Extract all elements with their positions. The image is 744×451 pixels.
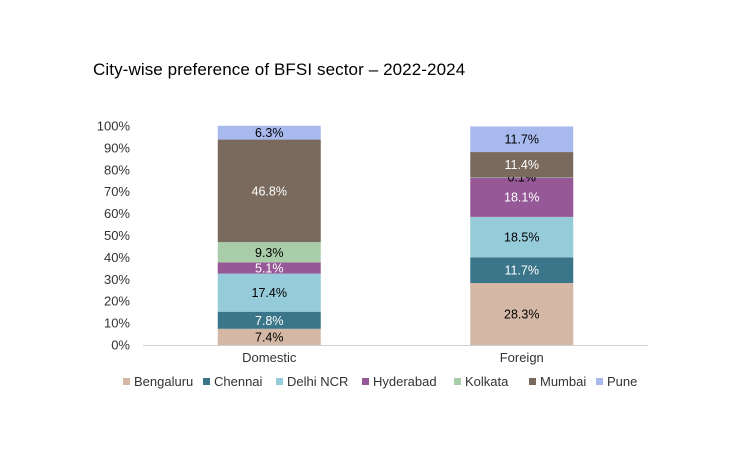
data-label: 7.8%: [255, 314, 284, 328]
legend: Bengaluru Chennai Delhi NCR Hyderabad Kolkat…: [123, 374, 637, 389]
data-label: 7.4%: [255, 330, 284, 344]
y-tick-label: 30%: [104, 272, 130, 287]
y-tick-label: 60%: [104, 206, 130, 221]
data-label: 17.4%: [252, 286, 287, 300]
legend-label: Mumbai: [540, 374, 586, 389]
bar-segment-kolkata: [217, 242, 321, 263]
y-axis: 0% 10% 20% 30% 40% 50% 60% 70% 80% 90% 100%: [97, 119, 131, 353]
data-label: 11.7%: [504, 264, 539, 278]
legend-item-kolkata: Kolkata: [454, 374, 509, 389]
y-tick-label: 90%: [104, 140, 130, 155]
data-label: 6.3%: [255, 126, 284, 140]
bar-segment-delhi-ncr: [217, 273, 321, 312]
legend-swatch: [529, 378, 536, 385]
y-tick-label: 0%: [111, 338, 130, 353]
legend-label: Kolkata: [465, 374, 509, 389]
legend-item-pune: Pune: [596, 374, 637, 389]
y-tick-label: 70%: [104, 184, 130, 199]
legend-item-chennai: Chennai: [203, 374, 263, 389]
x-category-label: Foreign: [500, 350, 544, 365]
legend-swatch: [454, 378, 461, 385]
legend-label: Delhi NCR: [287, 374, 348, 389]
legend-label: Bengaluru: [134, 374, 193, 389]
legend-item-delhi-ncr: Delhi NCR: [276, 374, 348, 389]
bar-segment-mumbai: [217, 139, 321, 243]
data-label: 46.8%: [252, 184, 287, 198]
data-label: 18.1%: [504, 191, 539, 205]
chart-title: City-wise preference of BFSI sector – 20…: [93, 60, 466, 79]
y-tick-label: 10%: [104, 316, 130, 331]
bar-segment-kolkata: [470, 177, 574, 178]
data-label: 28.3%: [504, 308, 539, 322]
data-label: 18.5%: [504, 231, 539, 245]
bar-segment-mumbai: [470, 152, 574, 178]
data-label: 11.7%: [504, 133, 539, 147]
bar-segment-chennai: [470, 257, 574, 284]
bar-segment-delhi-ncr: [470, 216, 574, 258]
legend-item-mumbai: Mumbai: [529, 374, 586, 389]
bar-segment-pune: [470, 126, 574, 153]
legend-swatch: [203, 378, 210, 385]
y-tick-label: 80%: [104, 162, 130, 177]
legend-item-hyderabad: Hyderabad: [362, 374, 437, 389]
x-category-label: Domestic: [242, 350, 297, 365]
bar-segment-bengaluru: [217, 328, 321, 345]
legend-label: Chennai: [214, 374, 263, 389]
data-label: 5.1%: [255, 262, 284, 276]
legend-swatch: [123, 378, 130, 385]
bars: 7.4% 7.8% 17.4% 5.1% 9.3% 46.8% 6.3% 28.3% 11.7%…: [217, 125, 574, 345]
y-tick-label: 20%: [104, 294, 130, 309]
y-tick-label: 50%: [104, 228, 130, 243]
bar-segment-bengaluru: [470, 283, 574, 345]
data-label: 9.3%: [255, 246, 284, 260]
legend-swatch: [276, 378, 283, 385]
bar-segment-pune: [217, 125, 321, 140]
legend-swatch: [362, 378, 369, 385]
y-tick-label: 100%: [97, 119, 131, 134]
x-axis-categories: Domestic Foreign: [242, 350, 544, 365]
legend-item-bengaluru: Bengaluru: [123, 374, 193, 389]
legend-swatch: [596, 378, 603, 385]
legend-label: Hyderabad: [373, 374, 437, 389]
bar-segment-hyderabad: [217, 262, 321, 274]
bar-segment-chennai: [217, 311, 321, 329]
bar-segment-hyderabad: [470, 177, 574, 217]
data-label: 11.4%: [504, 158, 539, 172]
legend-label: Pune: [607, 374, 637, 389]
y-tick-label: 40%: [104, 250, 130, 265]
